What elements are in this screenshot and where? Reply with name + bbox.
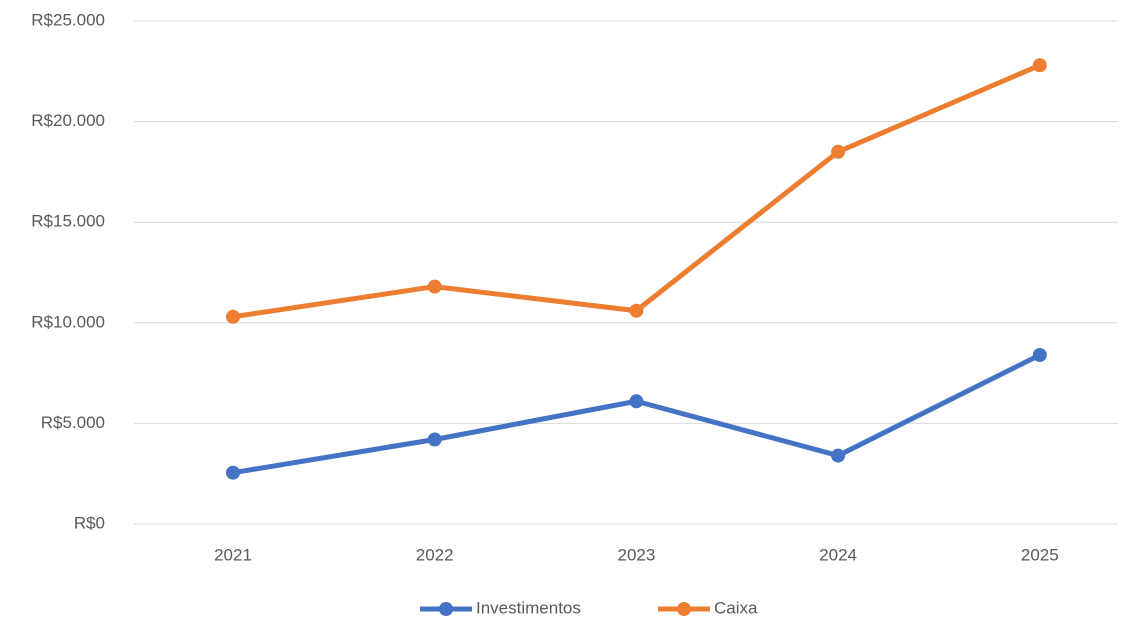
legend-label: Investimentos (476, 598, 581, 617)
data-point (1032, 58, 1047, 73)
data-point (629, 303, 644, 318)
y-tick-label: R$5.000 (41, 413, 105, 432)
data-point (831, 448, 846, 463)
x-tick-label: 2025 (1021, 545, 1059, 564)
data-point (629, 394, 644, 409)
data-point (427, 432, 442, 447)
x-tick-label: 2023 (617, 545, 655, 564)
data-point (226, 309, 240, 324)
data-point (226, 465, 240, 480)
x-tick-label: 2021 (214, 545, 252, 564)
y-tick-label: R$15.000 (31, 212, 105, 231)
data-point (1032, 347, 1047, 362)
x-tick-label: 2024 (819, 545, 857, 564)
x-tick-label: 2022 (416, 545, 454, 564)
y-tick-label: R$10.000 (31, 312, 105, 331)
y-tick-label: R$20.000 (31, 111, 105, 130)
legend-marker (439, 602, 453, 616)
data-point (427, 279, 442, 294)
series-line (230, 352, 1043, 476)
series-line (230, 62, 1043, 320)
y-tick-label: R$0 (74, 513, 105, 532)
legend-marker (677, 602, 691, 616)
y-tick-label: R$25.000 (31, 10, 105, 29)
data-point (831, 144, 846, 159)
legend-label: Caixa (714, 598, 758, 617)
